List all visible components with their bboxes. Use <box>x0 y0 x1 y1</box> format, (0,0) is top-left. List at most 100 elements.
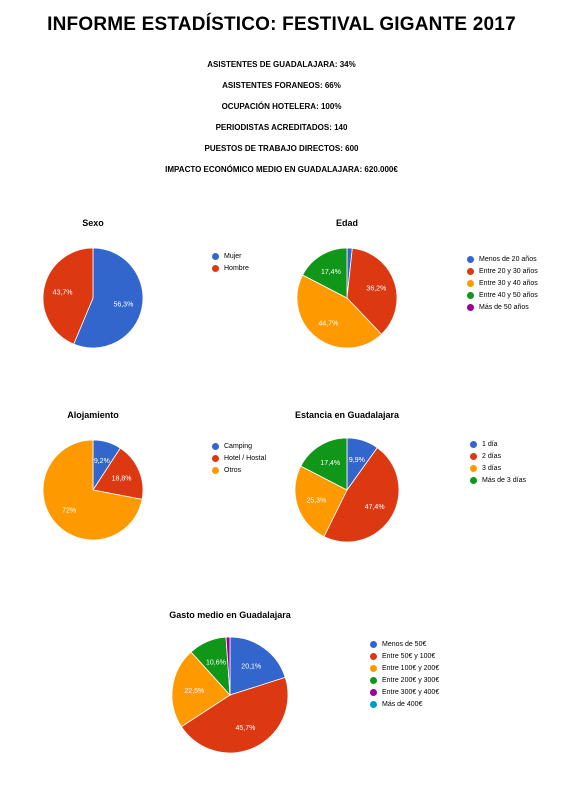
legend-item-alojamiento-1: Hotel / Hostal <box>212 452 266 464</box>
pie-label-edad-1: 36,2% <box>366 286 386 293</box>
pie-label-estancia-0: 9,9% <box>349 457 365 464</box>
pie-label-estancia-3: 17,4% <box>320 460 340 467</box>
pie-chart-edad: 36,2% 44,7% 17,4% <box>296 247 398 349</box>
report-title: INFORME ESTADÍSTICO: FESTIVAL GIGANTE 20… <box>47 14 516 35</box>
pie-slice-estancia-3 <box>300 437 348 491</box>
legend-label-gasto-2: Entre 100€ y 200€ <box>382 664 440 672</box>
pie-slice-estancia-1 <box>323 447 400 543</box>
legend-swatch-gasto-1 <box>370 652 377 660</box>
legend-swatch-gasto-5 <box>370 700 377 708</box>
legend-swatch-edad-3 <box>467 291 474 299</box>
legend-item-edad-1: Entre 20 y 30 años <box>467 265 538 277</box>
legend-gasto: Menos de 50€ Entre 50€ y 100€ Entre 100€ y… <box>370 638 439 710</box>
pie-slice-sexo-1 <box>42 247 94 345</box>
pie-label-gasto-1: 45,7% <box>235 725 255 732</box>
pie-slice-estancia-2 <box>294 465 348 538</box>
legend-item-edad-4: Más de 50 años <box>467 301 538 313</box>
legend-swatch-alojamiento-1 <box>212 454 219 462</box>
stat-economic-impact: IMPACTO ECONÓMICO MEDIO EN GUADALAJARA: … <box>165 165 398 174</box>
legend-item-gasto-3: Entre 200€ y 300€ <box>370 674 439 686</box>
legend-item-sexo-0: Mujer <box>212 250 249 262</box>
pie-chart-alojamiento: 9,2% 18,8% 72% <box>42 439 144 541</box>
pie-label-alojamiento-0: 9,2% <box>94 458 110 465</box>
legend-alojamiento: Camping Hotel / Hostal Otros <box>212 440 266 476</box>
legend-item-edad-0: Menos de 20 años <box>467 253 538 265</box>
pie-label-edad-2: 44,7% <box>318 320 338 327</box>
legend-label-edad-4: Más de 50 años <box>479 303 529 311</box>
stat-hotel-occupancy: OCUPACIÓN HOTELERA: 100% <box>221 102 342 111</box>
legend-swatch-sexo-0 <box>212 252 219 260</box>
legend-sexo: Mujer Hombre <box>212 250 249 274</box>
pie-label-alojamiento-1: 18,8% <box>112 475 132 482</box>
legend-item-estancia-1: 2 días <box>470 450 526 462</box>
stat-foreign-attendees: ASISTENTES FORANEOS: 66% <box>222 81 341 90</box>
pie-slice-edad-1 <box>346 247 398 335</box>
legend-edad: Menos de 20 años Entre 20 y 30 años Entre … <box>467 253 538 313</box>
legend-swatch-edad-1 <box>467 267 474 275</box>
legend-label-gasto-1: Entre 50€ y 100€ <box>382 652 436 660</box>
legend-label-sexo-1: Hombre <box>224 264 249 272</box>
pie-label-sexo-0: 56,3% <box>113 302 133 309</box>
chart-title-gasto: Gasto medio en Guadalajara <box>169 610 291 620</box>
legend-item-gasto-0: Menos de 50€ <box>370 638 439 650</box>
pie-chart-gasto: 20,1% 45,7% 22,5% 10,6% <box>171 636 289 754</box>
legend-label-edad-1: Entre 20 y 30 años <box>479 267 538 275</box>
legend-item-gasto-5: Más de 400€ <box>370 698 439 710</box>
pie-label-gasto-0: 20,1% <box>241 663 261 670</box>
legend-swatch-estancia-0 <box>470 440 477 448</box>
legend-label-estancia-0: 1 día <box>482 440 498 448</box>
summary-stats: ASISTENTES DE GUADALAJARA: 34% ASISTENTE… <box>0 54 563 180</box>
chart-title-alojamiento: Alojamiento <box>67 410 119 420</box>
pie-chart-sexo: 56,3% 43,7% <box>42 247 144 349</box>
legend-label-edad-2: Entre 30 y 40 años <box>479 279 538 287</box>
legend-item-edad-3: Entre 40 y 50 años <box>467 289 538 301</box>
stat-accredited-journalists: PERIODISTAS ACREDITADOS: 140 <box>215 123 348 132</box>
legend-label-gasto-3: Entre 200€ y 300€ <box>382 676 440 684</box>
chart-title-edad: Edad <box>335 218 358 228</box>
legend-label-alojamiento-1: Hotel / Hostal <box>224 454 267 462</box>
pie-label-edad-3: 17,4% <box>321 269 341 276</box>
legend-label-edad-3: Entre 40 y 50 años <box>479 291 538 299</box>
legend-label-sexo-0: Mujer <box>224 252 242 260</box>
legend-swatch-gasto-4 <box>370 688 377 696</box>
legend-item-estancia-0: 1 día <box>470 438 526 450</box>
legend-label-gasto-0: Menos de 50€ <box>382 640 427 648</box>
legend-item-sexo-1: Hombre <box>212 262 249 274</box>
legend-swatch-gasto-2 <box>370 664 377 672</box>
pie-slice-alojamiento-2 <box>42 439 143 541</box>
legend-label-gasto-5: Más de 400€ <box>382 700 423 708</box>
legend-item-estancia-2: 3 días <box>470 462 526 474</box>
chart-title-estancia: Estancia en Guadalajara <box>294 410 400 420</box>
stat-local-attendees: ASISTENTES DE GUADALAJARA: 34% <box>207 60 356 69</box>
legend-label-gasto-4: Entre 300€ y 400€ <box>382 688 440 696</box>
legend-swatch-sexo-1 <box>212 264 219 272</box>
legend-swatch-gasto-0 <box>370 640 377 648</box>
legend-item-alojamiento-0: Camping <box>212 440 266 452</box>
legend-item-estancia-3: Más de 3 días <box>470 474 526 486</box>
legend-label-edad-0: Menos de 20 años <box>479 255 537 263</box>
legend-swatch-edad-4 <box>467 303 474 311</box>
pie-slice-edad-2 <box>296 274 383 349</box>
legend-label-estancia-3: Más de 3 días <box>482 476 526 484</box>
legend-swatch-edad-0 <box>467 255 474 263</box>
legend-label-estancia-2: 3 días <box>482 464 502 472</box>
legend-swatch-estancia-1 <box>470 452 477 460</box>
legend-label-estancia-1: 2 días <box>482 452 502 460</box>
pie-slice-alojamiento-1 <box>92 447 144 500</box>
chart-title-sexo: Sexo <box>82 218 104 228</box>
pie-label-estancia-2: 25,3% <box>306 498 326 505</box>
legend-swatch-estancia-3 <box>470 476 477 484</box>
pie-label-estancia-1: 47,4% <box>365 504 385 511</box>
pie-slice-edad-3 <box>302 247 348 299</box>
legend-swatch-alojamiento-2 <box>212 466 219 474</box>
legend-label-alojamiento-2: Otros <box>224 466 242 474</box>
pie-label-gasto-2: 22,5% <box>184 688 204 695</box>
legend-item-gasto-2: Entre 100€ y 200€ <box>370 662 439 674</box>
legend-swatch-estancia-2 <box>470 464 477 472</box>
legend-item-gasto-4: Entre 300€ y 400€ <box>370 686 439 698</box>
pie-label-gasto-3: 10,6% <box>206 659 226 666</box>
pie-slice-sexo-0 <box>73 247 144 349</box>
pie-label-alojamiento-2: 72% <box>62 507 76 514</box>
pie-slice-gasto-0 <box>229 636 286 696</box>
legend-item-gasto-1: Entre 50€ y 100€ <box>370 650 439 662</box>
